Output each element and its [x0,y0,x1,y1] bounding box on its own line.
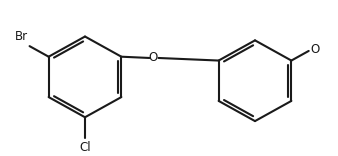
Text: Cl: Cl [79,141,91,154]
Text: O: O [311,44,320,56]
Text: O: O [149,51,158,63]
Text: Br: Br [15,30,28,43]
